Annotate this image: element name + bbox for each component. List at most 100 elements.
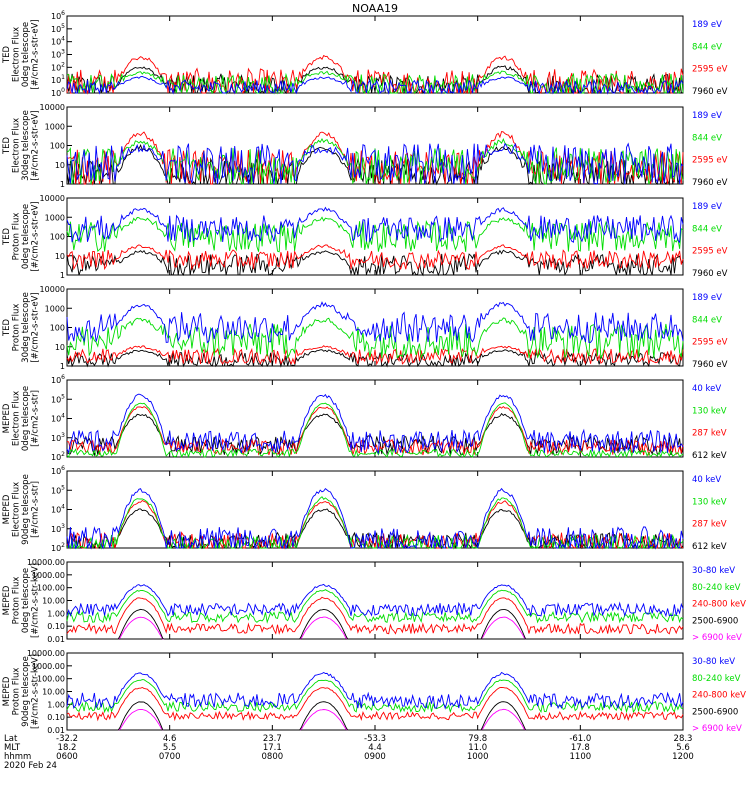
panel-8: 10000.00 1000.00 100.00 10.00 1.00 0.10 0.01 ME… bbox=[2, 649, 746, 735]
y-axis-label: MEPEDProton Flux0deg telescope[#/cm2-s-s… bbox=[2, 563, 41, 638]
footer-value: -61.0 bbox=[569, 734, 591, 744]
footer-value: 0600 bbox=[56, 752, 78, 762]
series-line-2-2 bbox=[66, 130, 684, 186]
y-tick-label: 10 bbox=[55, 252, 65, 261]
series-line-6-4 bbox=[66, 487, 684, 550]
footer-value: 0900 bbox=[364, 752, 386, 762]
footer-row-label: MLT bbox=[4, 743, 21, 753]
y-tick-label: 104 bbox=[51, 36, 65, 47]
footer-value: 5.6 bbox=[676, 743, 690, 753]
footer-value: 1000 bbox=[467, 752, 489, 762]
y-tick-label: 105 bbox=[51, 484, 65, 495]
legend-entry: 40 keV bbox=[692, 475, 721, 485]
legend-entry: 2500-6900 bbox=[692, 707, 738, 717]
legend-entry: 240-800 keV bbox=[692, 600, 746, 610]
legend-entry: 30-80 keV bbox=[692, 657, 735, 667]
y-axis-label: TEDElectron Flux30deg telescope[#/cm2-s-… bbox=[2, 110, 41, 181]
series-line-7-5 bbox=[66, 583, 684, 618]
y-axis-label: TEDElectron Flux0deg telescope[#/cm2-s-s… bbox=[2, 19, 41, 89]
y-tick-label: 0.10 bbox=[47, 713, 65, 722]
y-tick-label: 103 bbox=[51, 432, 65, 443]
legend-entry: 844 eV bbox=[692, 133, 722, 143]
y-tick-label: 100 bbox=[50, 142, 65, 151]
panel-2: 10000 1000 100 10 1 TEDElectron Flux30deg tel… bbox=[2, 103, 728, 189]
y-tick-label: 10.00 bbox=[42, 597, 65, 606]
legend-entry: 2595 eV bbox=[692, 65, 728, 75]
y-tick-label: 100 bbox=[51, 87, 65, 98]
legend-entry: 189 eV bbox=[692, 202, 722, 212]
y-tick-label: 10000 bbox=[40, 285, 65, 294]
series-line-8-3 bbox=[66, 686, 684, 722]
legend-entry: 7960 eV bbox=[692, 269, 728, 279]
y-tick-label: 105 bbox=[51, 23, 65, 34]
y-tick-label: 10.00 bbox=[42, 688, 65, 697]
y-axis-label: TEDProton Flux0deg telescope[#/cm2-s-str… bbox=[2, 201, 41, 271]
series-line-3-4 bbox=[66, 206, 684, 244]
y-tick-label: 100.00 bbox=[37, 675, 65, 684]
y-tick-label: 106 bbox=[51, 374, 65, 385]
legend-entry: 130 keV bbox=[692, 497, 727, 507]
y-tick-label: 1 bbox=[60, 362, 65, 371]
series-line-7-4 bbox=[66, 589, 684, 624]
footer-value: -53.3 bbox=[364, 734, 386, 744]
y-tick-label: 10000 bbox=[40, 194, 65, 203]
legend-entry: 2595 eV bbox=[692, 156, 728, 166]
footer-value: 28.3 bbox=[674, 734, 693, 744]
legend-entry: 189 eV bbox=[692, 293, 722, 303]
legend-entry: 2595 eV bbox=[692, 247, 728, 257]
y-tick-label: 10 bbox=[55, 343, 65, 352]
y-tick-label: 100 bbox=[50, 324, 65, 333]
y-tick-label: 1000 bbox=[45, 122, 65, 131]
y-tick-label: 1000.00 bbox=[32, 571, 65, 580]
series-line-4-4 bbox=[66, 301, 684, 344]
legend-entry: 844 eV bbox=[692, 42, 722, 52]
footer-value: 79.8 bbox=[468, 734, 487, 744]
y-tick-label: 1.00 bbox=[47, 700, 65, 709]
footer-value: 4.4 bbox=[368, 743, 382, 753]
series-line-5-4 bbox=[66, 393, 684, 455]
series-line-2-3 bbox=[66, 137, 684, 186]
legend-entry: 844 eV bbox=[692, 224, 722, 234]
footer-value: 1200 bbox=[672, 752, 694, 762]
legend-entry: 2500-6900 bbox=[692, 616, 738, 626]
legend-entry: 240-800 keV bbox=[692, 691, 746, 701]
footer-value: 11.0 bbox=[468, 743, 487, 753]
footer-value: 1100 bbox=[570, 752, 592, 762]
footer-row-label: hhmm bbox=[4, 752, 31, 762]
series-line-3-3 bbox=[66, 216, 684, 253]
footer-value: 17.1 bbox=[263, 743, 282, 753]
y-axis-label: MEPEDProton Flux90deg telescope[#/cm2-s-… bbox=[2, 654, 41, 729]
footer-axis: LatMLThhmm-32.218.206004.65.5070023.717.… bbox=[4, 734, 694, 771]
y-tick-label: 103 bbox=[51, 49, 65, 60]
legend-entry: > 6900 keV bbox=[692, 633, 742, 643]
y-tick-label: 10000.00 bbox=[27, 649, 65, 658]
y-tick-label: 100 bbox=[50, 233, 65, 242]
y-tick-label: 1 bbox=[60, 180, 65, 189]
series-line-1-2 bbox=[66, 54, 684, 95]
y-tick-label: 104 bbox=[51, 413, 65, 424]
panel-frame bbox=[66, 561, 684, 640]
y-tick-label: 1 bbox=[60, 271, 65, 280]
y-tick-label: 104 bbox=[51, 504, 65, 515]
series-line-2-4 bbox=[66, 142, 684, 185]
footer-value: 18.2 bbox=[58, 743, 77, 753]
panel-7: 10000.00 1000.00 100.00 10.00 1.00 0.10 0.01 ME… bbox=[2, 558, 746, 644]
y-tick-label: 10000.00 bbox=[27, 558, 65, 567]
y-tick-label: 1000 bbox=[45, 304, 65, 313]
series-line-7-3 bbox=[66, 596, 684, 635]
y-tick-label: 0.01 bbox=[47, 635, 65, 644]
y-tick-label: 102 bbox=[51, 61, 65, 72]
chart-title: NOAA19 bbox=[352, 2, 398, 15]
series-line-3-1 bbox=[66, 249, 684, 277]
series-line-3-2 bbox=[66, 244, 684, 271]
panel-6: 106 105 104 103 102 MEPEDElectron Flux90deg t… bbox=[2, 465, 727, 553]
series-line-8-5 bbox=[66, 671, 684, 710]
legend-entry: 287 keV bbox=[692, 429, 727, 439]
legend-entry: 287 keV bbox=[692, 520, 727, 530]
series-line-4-3 bbox=[66, 317, 684, 360]
y-tick-label: 1.00 bbox=[47, 609, 65, 618]
y-tick-label: 102 bbox=[51, 542, 65, 553]
legend-entry: 7960 eV bbox=[692, 87, 728, 97]
